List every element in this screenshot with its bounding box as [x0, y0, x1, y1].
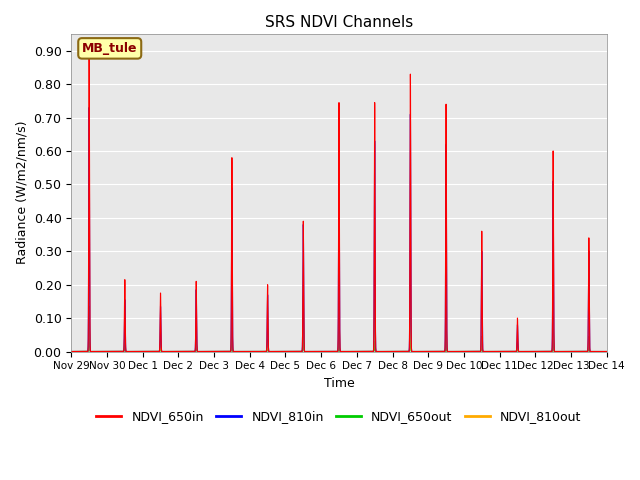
- NDVI_650out: [603, 348, 611, 354]
- NDVI_650in: [505, 348, 513, 354]
- NDVI_650in: [470, 348, 477, 354]
- NDVI_650in: [603, 348, 611, 354]
- NDVI_810out: [406, 284, 414, 289]
- NDVI_650out: [505, 348, 513, 354]
- Title: SRS NDVI Channels: SRS NDVI Channels: [265, 15, 413, 30]
- NDVI_810in: [484, 348, 492, 354]
- NDVI_810out: [603, 348, 611, 354]
- NDVI_810in: [67, 348, 75, 354]
- Line: NDVI_650out: NDVI_650out: [71, 316, 607, 351]
- Legend: NDVI_650in, NDVI_810in, NDVI_650out, NDVI_810out: NDVI_650in, NDVI_810in, NDVI_650out, NDV…: [92, 406, 586, 428]
- NDVI_810in: [470, 348, 477, 354]
- NDVI_810out: [484, 348, 492, 354]
- Line: NDVI_810out: NDVI_810out: [71, 287, 607, 351]
- NDVI_810in: [505, 348, 513, 354]
- Text: MB_tule: MB_tule: [82, 42, 138, 55]
- NDVI_810out: [409, 348, 417, 354]
- NDVI_650out: [300, 313, 307, 319]
- NDVI_810out: [95, 348, 103, 354]
- NDVI_810in: [409, 348, 417, 354]
- NDVI_650in: [498, 348, 506, 354]
- NDVI_650out: [498, 348, 506, 354]
- NDVI_650out: [484, 348, 492, 354]
- NDVI_650in: [484, 348, 492, 354]
- NDVI_650out: [470, 348, 477, 354]
- NDVI_810in: [498, 348, 506, 354]
- Y-axis label: Radiance (W/m2/nm/s): Radiance (W/m2/nm/s): [15, 121, 28, 264]
- NDVI_810out: [67, 348, 75, 354]
- NDVI_810in: [603, 348, 611, 354]
- NDVI_810out: [498, 348, 506, 354]
- NDVI_650in: [95, 348, 103, 354]
- NDVI_650in: [409, 348, 417, 354]
- X-axis label: Time: Time: [324, 377, 355, 390]
- NDVI_650out: [409, 348, 417, 354]
- Line: NDVI_810in: NDVI_810in: [71, 108, 607, 351]
- NDVI_650in: [67, 348, 75, 354]
- NDVI_810out: [470, 348, 477, 354]
- NDVI_810out: [505, 348, 513, 354]
- NDVI_650in: [85, 56, 93, 62]
- NDVI_810in: [85, 105, 93, 110]
- Line: NDVI_650in: NDVI_650in: [71, 59, 607, 351]
- NDVI_810in: [95, 348, 103, 354]
- NDVI_650out: [95, 348, 103, 354]
- NDVI_650out: [67, 348, 75, 354]
